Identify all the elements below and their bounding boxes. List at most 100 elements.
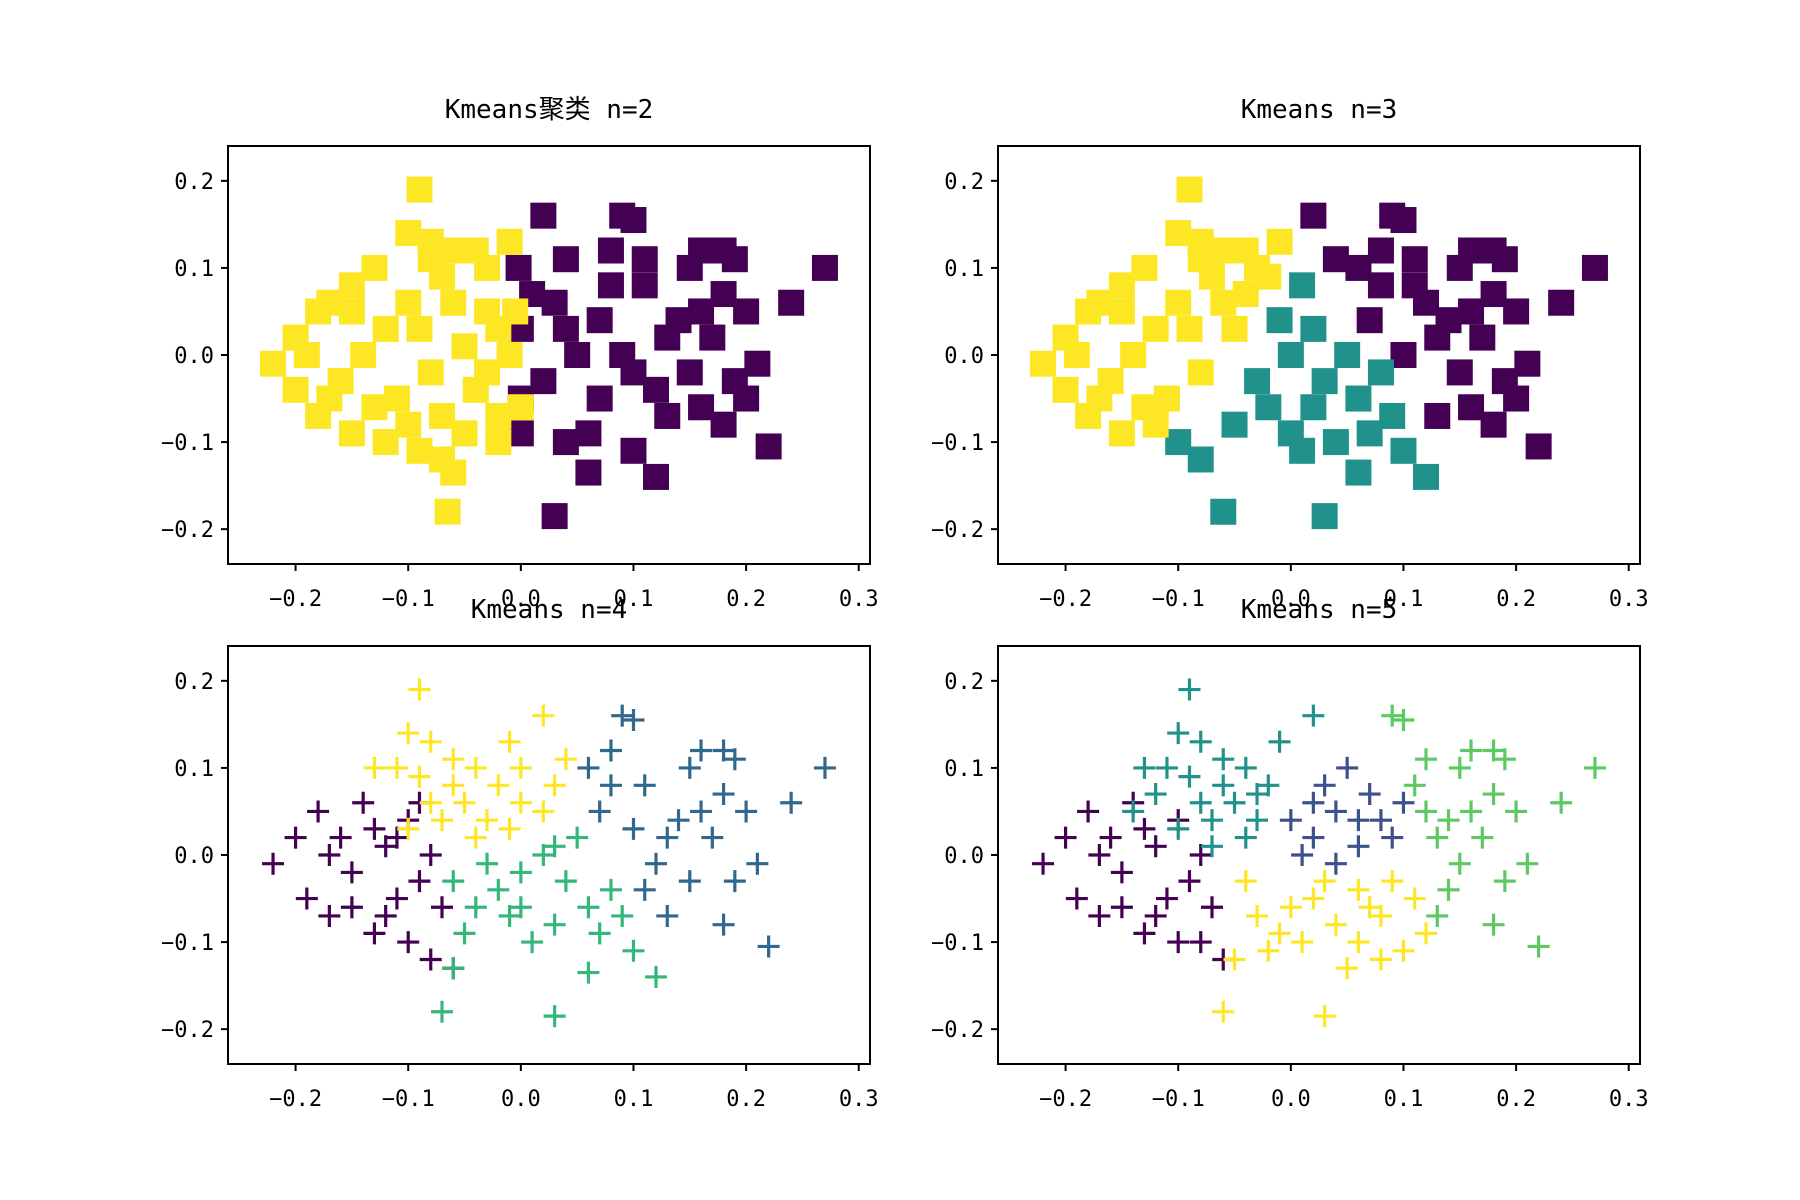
scatter-point-cluster-2 xyxy=(588,922,611,945)
scatter-point-cluster-0 xyxy=(688,394,715,421)
scatter-point-cluster-1 xyxy=(622,709,645,732)
scatter-point-cluster-0 xyxy=(688,298,715,325)
scatter-point-cluster-1 xyxy=(451,333,478,360)
scatter-point-cluster-2 xyxy=(1232,281,1259,308)
scatter-point-cluster-0 xyxy=(408,870,431,893)
scatter-point-cluster-2 xyxy=(1144,783,1167,806)
scatter-point-cluster-0 xyxy=(1581,254,1608,281)
scatter-point-cluster-1 xyxy=(1367,359,1394,386)
scatter-point-cluster-2 xyxy=(1246,809,1269,832)
scatter-point-cluster-0 xyxy=(654,402,681,429)
subplot-4: −0.2 −0.1 0.0 0.1 0.2 0.3 −0.2 −0.1 0.0 0.1 0.2 Kme… xyxy=(931,595,1649,1112)
scatter-point-cluster-2 xyxy=(1133,756,1156,779)
scatter-point-cluster-3 xyxy=(498,730,521,753)
scatter-point-cluster-0 xyxy=(811,254,838,281)
scatter-point-cluster-1 xyxy=(1345,459,1372,486)
scatter-point-cluster-0 xyxy=(733,385,760,412)
scatter-point-cluster-3 xyxy=(1516,852,1539,875)
x-tick-label: 0.2 xyxy=(1496,587,1536,612)
scatter-point-cluster-1 xyxy=(588,800,611,823)
scatter-point-cluster-1 xyxy=(1390,437,1417,464)
scatter-point-cluster-3 xyxy=(1482,913,1505,936)
scatter-point-cluster-3 xyxy=(408,678,431,701)
scatter-point-cluster-3 xyxy=(509,791,532,814)
scatter-point-cluster-1 xyxy=(1392,791,1415,814)
x-tick-label: 0.0 xyxy=(1271,1087,1311,1112)
scatter-point-cluster-1 xyxy=(599,774,622,797)
scatter-point-cluster-0 xyxy=(586,385,613,412)
scatter-point-cluster-1 xyxy=(723,748,746,771)
scatter-point-cluster-1 xyxy=(316,385,343,412)
scatter-point-cluster-3 xyxy=(464,756,487,779)
scatter-point-cluster-0 xyxy=(586,307,613,334)
scatter-point-cluster-1 xyxy=(417,246,444,273)
scatter-point-cluster-0 xyxy=(575,420,602,447)
x-tick-label: 0.3 xyxy=(1609,1087,1649,1112)
scatter-point-cluster-1 xyxy=(282,376,309,403)
scatter-point-cluster-1 xyxy=(633,878,656,901)
scatter-point-cluster-1 xyxy=(474,359,501,386)
scatter-point-cluster-3 xyxy=(498,817,521,840)
y-tick-label: 0.0 xyxy=(174,844,214,869)
scatter-point-cluster-1 xyxy=(260,350,287,377)
scatter-point-cluster-0 xyxy=(1032,852,1055,875)
scatter-point-cluster-3 xyxy=(419,791,442,814)
scatter-point-cluster-1 xyxy=(338,298,365,325)
scatter-point-cluster-2 xyxy=(1246,783,1269,806)
x-tick-label: 0.2 xyxy=(726,1087,766,1112)
scatter-point-cluster-0 xyxy=(541,503,568,530)
scatter-point-cluster-2 xyxy=(577,961,600,984)
scatter-point-cluster-3 xyxy=(1415,800,1437,823)
x-tick-label: 0.0 xyxy=(501,587,541,612)
scatter-point-cluster-0 xyxy=(631,246,658,273)
scatter-point-cluster-1 xyxy=(395,220,422,247)
scatter-point-cluster-4 xyxy=(1279,896,1302,919)
scatter-point-cluster-1 xyxy=(678,870,701,893)
scatter-point-cluster-0 xyxy=(1525,433,1552,460)
scatter-point-cluster-1 xyxy=(1300,315,1327,342)
scatter-point-cluster-1 xyxy=(656,826,679,849)
scatter-point-cluster-0 xyxy=(1054,826,1077,849)
scatter-point-cluster-1 xyxy=(701,826,724,849)
scatter-point-cluster-0 xyxy=(431,896,453,919)
scatter-point-cluster-1 xyxy=(1311,503,1338,530)
subplot-title: Kmeans n=5 xyxy=(1241,595,1398,625)
scatter-point-cluster-0 xyxy=(755,433,782,460)
scatter-point-cluster-4 xyxy=(1347,931,1370,954)
scatter-point-cluster-3 xyxy=(1437,809,1460,832)
scatter-point-cluster-1 xyxy=(599,739,622,762)
scatter-point-cluster-0 xyxy=(676,254,703,281)
scatter-point-cluster-4 xyxy=(1291,931,1314,954)
scatter-point-cluster-3 xyxy=(1482,739,1505,762)
scatter-point-cluster-4 xyxy=(1403,887,1426,910)
scatter-point-cluster-1 xyxy=(395,411,422,438)
scatter-point-cluster-1 xyxy=(1165,429,1192,456)
scatter-point-cluster-2 xyxy=(543,835,566,858)
scatter-point-cluster-2 xyxy=(1201,809,1223,832)
x-tick-label: 0.1 xyxy=(1384,587,1424,612)
scatter-point-cluster-2 xyxy=(509,861,532,884)
scatter-point-cluster-2 xyxy=(1223,791,1246,814)
scatter-point-cluster-0 xyxy=(552,429,579,456)
scatter-point-cluster-0 xyxy=(397,931,420,954)
scatter-point-cluster-0 xyxy=(1503,385,1530,412)
scatter-point-cluster-1 xyxy=(1345,385,1372,412)
scatter-point-cluster-2 xyxy=(464,896,487,919)
scatter-point-cluster-1 xyxy=(712,739,735,762)
scatter-point-cluster-0 xyxy=(1424,402,1451,429)
x-tick-label: −0.1 xyxy=(1152,1087,1205,1112)
scatter-point-cluster-4 xyxy=(1415,922,1437,945)
scatter-point-cluster-1 xyxy=(712,913,735,936)
scatter-point-cluster-1 xyxy=(406,176,433,203)
x-tick-label: −0.1 xyxy=(382,587,435,612)
x-tick-label: 0.0 xyxy=(501,1087,541,1112)
scatter-point-cluster-0 xyxy=(1189,844,1212,866)
scatter-point-cluster-1 xyxy=(678,756,701,779)
scatter-point-cluster-0 xyxy=(620,207,647,234)
scatter-point-cluster-1 xyxy=(1334,342,1361,368)
subplot-1: Kmeans聚类 n=2 −0.2 −0.1 0.0 0.1 0.2 0.3 −0.2 −0.… xyxy=(161,95,879,612)
scatter-point-cluster-0 xyxy=(1469,324,1496,351)
scatter-point-cluster-2 xyxy=(476,852,499,875)
scatter-point-cluster-3 xyxy=(1482,783,1505,806)
